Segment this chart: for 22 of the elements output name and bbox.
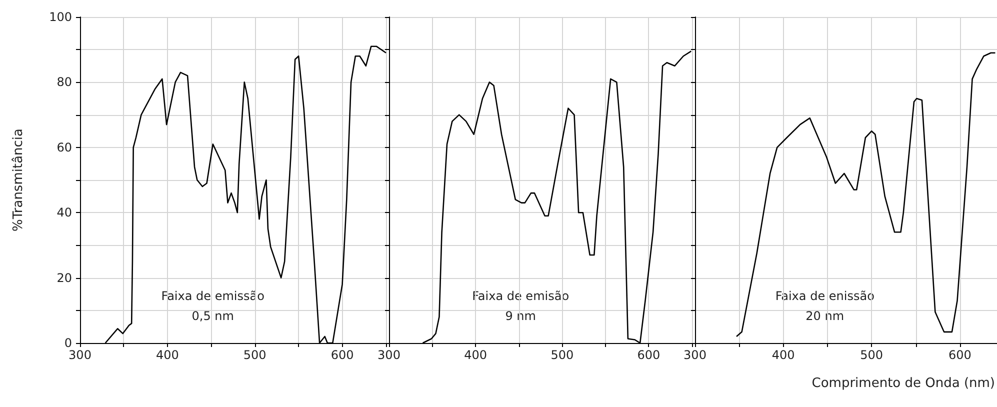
x-tick-label: 600 — [330, 348, 354, 362]
y-tick-label: 100 — [49, 10, 72, 24]
y-tick-label: 80 — [56, 75, 72, 90]
annotation: Faixa de emissão 0,5 nm — [161, 289, 264, 323]
x-axis-title: Comprimento de Onda (nm) — [812, 376, 996, 391]
y-axis-title: %Transmitância — [11, 128, 26, 232]
y-tick-label: 40 — [56, 206, 72, 220]
x-tick-label: 400 — [464, 348, 488, 362]
y-tick-label: 20 — [56, 270, 72, 285]
x-tick-label: 500 — [550, 348, 574, 362]
x-tick-label: 300 — [378, 348, 400, 362]
x-tick-label: 400 — [156, 348, 179, 362]
x-tick-label: 500 — [243, 348, 266, 362]
x-tick-label: 300 — [68, 348, 92, 362]
x-tick-label: 600 — [637, 348, 660, 362]
annotation: Faixa de enissão 20 nm — [775, 289, 874, 323]
x-tick-label: 500 — [860, 348, 884, 362]
x-tick-label: 300 — [684, 348, 706, 362]
y-tick-label: 60 — [56, 140, 72, 154]
x-tick-label: 600 — [948, 348, 972, 362]
x-tick-label: 400 — [772, 348, 795, 362]
y-tick-label: 0 — [64, 336, 72, 350]
